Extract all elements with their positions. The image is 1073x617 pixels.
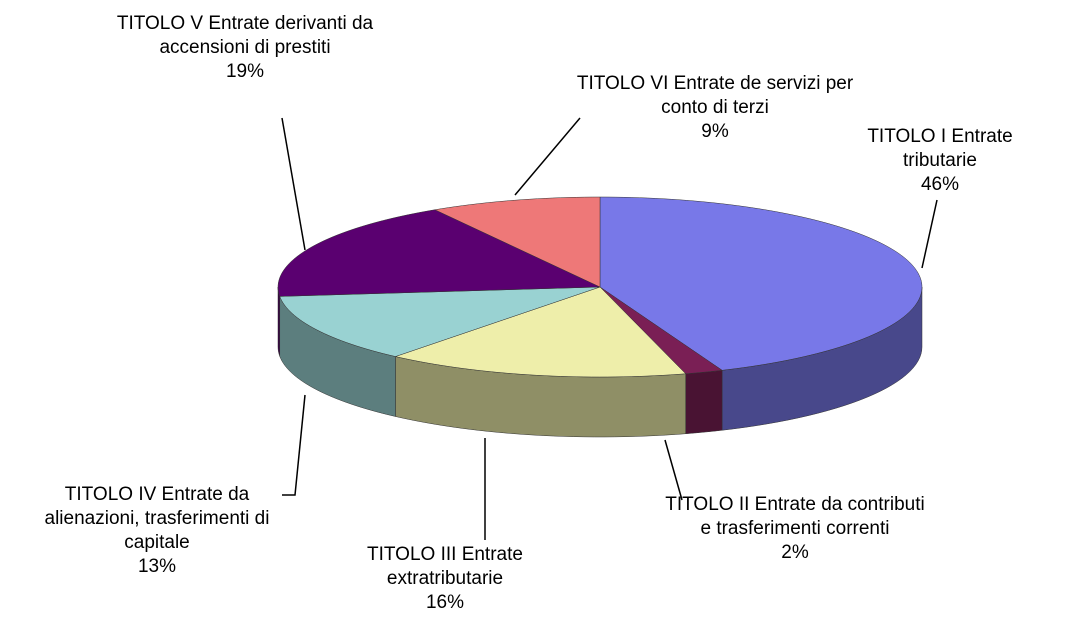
slice-label: TITOLO I Entrate tributarie 46% bbox=[860, 125, 1020, 197]
percent-label: 46% bbox=[920, 174, 960, 195]
leader-line bbox=[664, 439, 683, 501]
leader-line bbox=[281, 117, 306, 251]
percent-label: 2% bbox=[781, 542, 809, 563]
slice bbox=[599, 196, 923, 371]
slice-label: TITOLO IV Entrate da alienazioni, trasfe… bbox=[27, 483, 287, 579]
slice bbox=[394, 286, 687, 378]
category-name: TITOLO I Entrate tributarie bbox=[867, 126, 1013, 171]
slice-label: TITOLO V Entrate derivanti da accensioni… bbox=[95, 12, 395, 84]
slice-side bbox=[685, 369, 723, 435]
slice bbox=[279, 286, 601, 357]
category-name: TITOLO VI Entrate de servizi per conto d… bbox=[576, 73, 854, 118]
percent-label: 19% bbox=[225, 61, 265, 82]
slice bbox=[277, 209, 601, 297]
percent-label: 9% bbox=[701, 121, 729, 142]
category-name: TITOLO II Entrate da contributi e trasfe… bbox=[665, 494, 925, 539]
leader-line bbox=[282, 394, 306, 496]
slice bbox=[434, 196, 601, 288]
slice-side bbox=[277, 286, 281, 357]
category-name: TITOLO V Entrate derivanti da accensioni… bbox=[116, 13, 374, 58]
slice-label: TITOLO III Entrate extratributarie 16% bbox=[335, 543, 555, 615]
leader-line bbox=[514, 117, 581, 196]
slice bbox=[599, 286, 723, 375]
slice-label: TITOLO VI Entrate de servizi per conto d… bbox=[575, 72, 855, 144]
category-name: TITOLO IV Entrate da alienazioni, trasfe… bbox=[44, 484, 270, 553]
category-name: TITOLO III Entrate extratributarie bbox=[367, 544, 523, 589]
percent-label: 16% bbox=[425, 592, 465, 613]
leader-line bbox=[921, 199, 938, 269]
percent-label: 13% bbox=[137, 556, 177, 577]
slice-label: TITOLO II Entrate da contributi e trasfe… bbox=[660, 493, 930, 565]
